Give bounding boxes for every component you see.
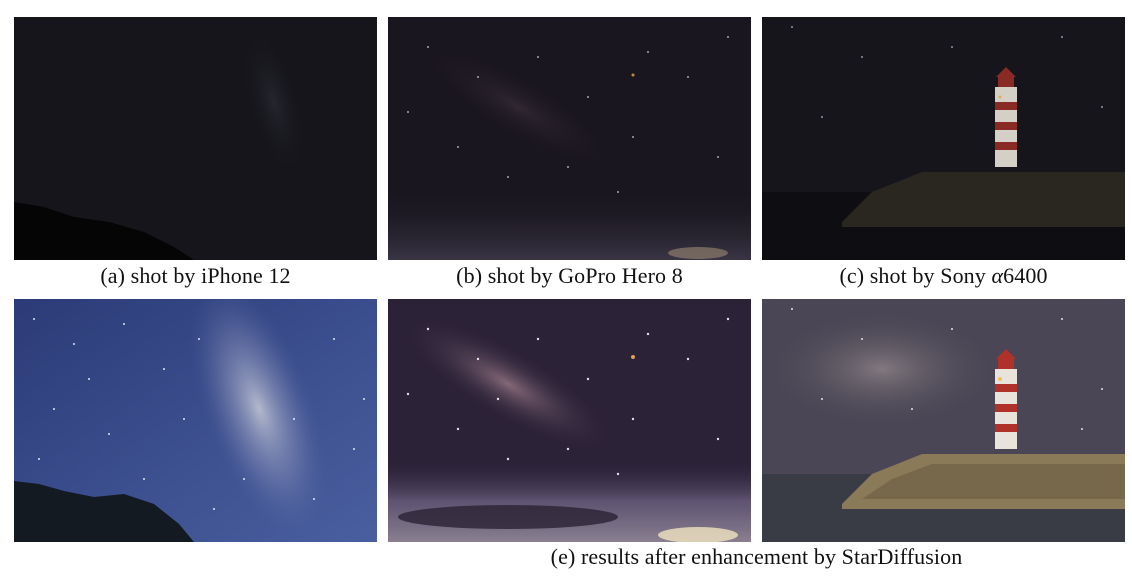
photo-gopro-enhanced <box>388 299 751 542</box>
lighthouse-raw-icon <box>995 67 1017 167</box>
photo-iphone-raw <box>14 17 377 260</box>
photo-sony-enhanced <box>762 299 1125 542</box>
caption-c-symbol: α <box>991 263 1004 288</box>
photo-iphone-enhanced <box>14 299 377 542</box>
caption-e: (e) results after enhancement by StarDif… <box>550 544 963 569</box>
photo-gopro-raw <box>388 17 751 260</box>
caption-a: (a) shot by iPhone 12 <box>100 263 291 288</box>
caption-c-suffix: 6400 <box>1003 263 1048 288</box>
caption-b: (b) shot by GoPro Hero 8 <box>456 263 683 288</box>
photo-sony-raw <box>762 17 1125 260</box>
caption-c-prefix: (c) shot by Sony <box>839 263 992 288</box>
caption-c: (c) shot by Sony α6400 <box>762 263 1125 289</box>
lighthouse-enhanced-icon <box>995 349 1017 449</box>
